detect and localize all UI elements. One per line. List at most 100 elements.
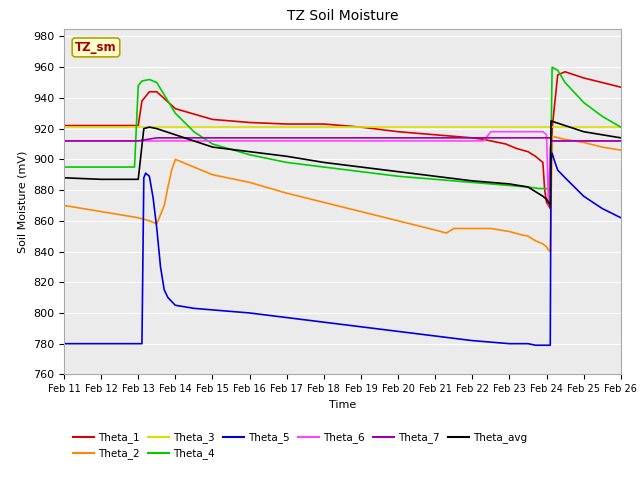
Theta_4 [357, 169, 365, 175]
Theta_6 [479, 138, 487, 144]
Theta_avg [116, 177, 124, 182]
Theta_1 [172, 106, 179, 111]
Theta_7 [580, 138, 588, 144]
Theta_avg [145, 124, 153, 130]
Theta_4 [617, 124, 625, 130]
Line: Theta_avg: Theta_avg [64, 121, 621, 205]
Theta_1 [580, 75, 588, 81]
Theta_1 [532, 154, 540, 159]
Theta_4 [116, 164, 124, 170]
Theta_6 [357, 138, 365, 144]
Theta_6 [431, 138, 439, 144]
Theta_1 [487, 138, 495, 144]
Theta_2 [179, 159, 187, 165]
Theta_1 [138, 98, 146, 104]
Theta_5 [134, 341, 142, 347]
Theta_5 [140, 175, 148, 180]
Theta_4 [524, 184, 532, 190]
Theta_3 [431, 124, 439, 130]
Theta_1 [209, 117, 216, 122]
Theta_5 [161, 287, 168, 293]
Theta_6 [394, 138, 402, 144]
Theta_6 [134, 138, 142, 144]
Theta_3 [543, 124, 550, 130]
Theta_6 [543, 132, 550, 138]
Theta_2 [524, 233, 532, 239]
Theta_1 [513, 146, 521, 152]
Theta_1 [545, 203, 552, 208]
Theta_5 [487, 339, 495, 345]
Theta_3 [548, 124, 556, 130]
Theta_4 [209, 141, 216, 147]
Theta_avg [547, 118, 555, 124]
Theta_1 [502, 141, 509, 147]
Theta_avg [140, 126, 148, 132]
Theta_5 [164, 295, 172, 300]
Theta_avg [357, 164, 365, 170]
Theta_3 [320, 124, 328, 130]
Theta_avg [134, 177, 142, 182]
Theta_5 [550, 156, 558, 162]
Theta_2 [413, 223, 420, 228]
Theta_2 [246, 180, 253, 185]
Theta_3 [547, 124, 554, 130]
Theta_1 [283, 121, 291, 127]
Theta_7 [357, 135, 365, 141]
Theta_5 [246, 310, 253, 316]
Theta_avg [487, 180, 495, 185]
Theta_2 [145, 218, 153, 224]
Theta_1 [554, 72, 561, 78]
Legend: Theta_1, Theta_2, Theta_3, Theta_4, Theta_5, Theta_6, Theta_7, Theta_avg: Theta_1, Theta_2, Theta_3, Theta_4, Thet… [69, 428, 531, 463]
Theta_2 [394, 218, 402, 224]
Theta_4 [554, 67, 561, 73]
Theta_4 [246, 152, 253, 157]
Theta_3 [145, 124, 153, 130]
Theta_1 [541, 187, 548, 193]
Theta_3 [468, 124, 476, 130]
Theta_2 [190, 164, 198, 170]
Theta_3 [524, 124, 532, 130]
Theta_3 [172, 124, 179, 130]
Theta_4 [598, 113, 606, 119]
Theta_2 [97, 209, 105, 215]
Theta_6 [598, 138, 606, 144]
Theta_6 [617, 138, 625, 144]
Theta_avg [617, 135, 625, 141]
Theta_7 [60, 138, 68, 144]
Theta_2 [79, 205, 86, 211]
Theta_1 [145, 89, 153, 95]
Theta_6 [60, 138, 68, 144]
Theta_6 [545, 203, 552, 208]
Theta_avg [524, 184, 532, 190]
Theta_avg [394, 169, 402, 175]
Text: TZ_sm: TZ_sm [75, 41, 116, 54]
Theta_1 [134, 123, 142, 129]
Theta_2 [153, 221, 161, 227]
Theta_7 [543, 135, 550, 141]
Theta_avg [539, 193, 547, 199]
Theta_4 [468, 180, 476, 185]
Theta_2 [543, 244, 550, 250]
Theta_7 [468, 135, 476, 141]
Theta_2 [283, 190, 291, 196]
Theta_4 [431, 177, 439, 182]
Theta_2 [545, 247, 552, 253]
Theta_7 [320, 135, 328, 141]
Theta_4 [145, 77, 153, 83]
Theta_5 [60, 341, 68, 347]
Theta_5 [598, 205, 606, 211]
Theta_5 [157, 264, 164, 270]
Theta_1 [394, 129, 402, 134]
Theta_2 [161, 203, 168, 208]
Theta_5 [153, 226, 161, 231]
Theta_2 [548, 133, 556, 139]
Theta_5 [547, 156, 555, 162]
Theta_5 [532, 342, 540, 348]
Theta_3 [580, 124, 588, 130]
Theta_1 [539, 159, 547, 165]
Theta_1 [524, 149, 532, 155]
Theta_2 [598, 144, 606, 150]
Theta_2 [487, 226, 495, 231]
Line: Theta_4: Theta_4 [64, 67, 621, 190]
Theta_6 [561, 138, 569, 144]
